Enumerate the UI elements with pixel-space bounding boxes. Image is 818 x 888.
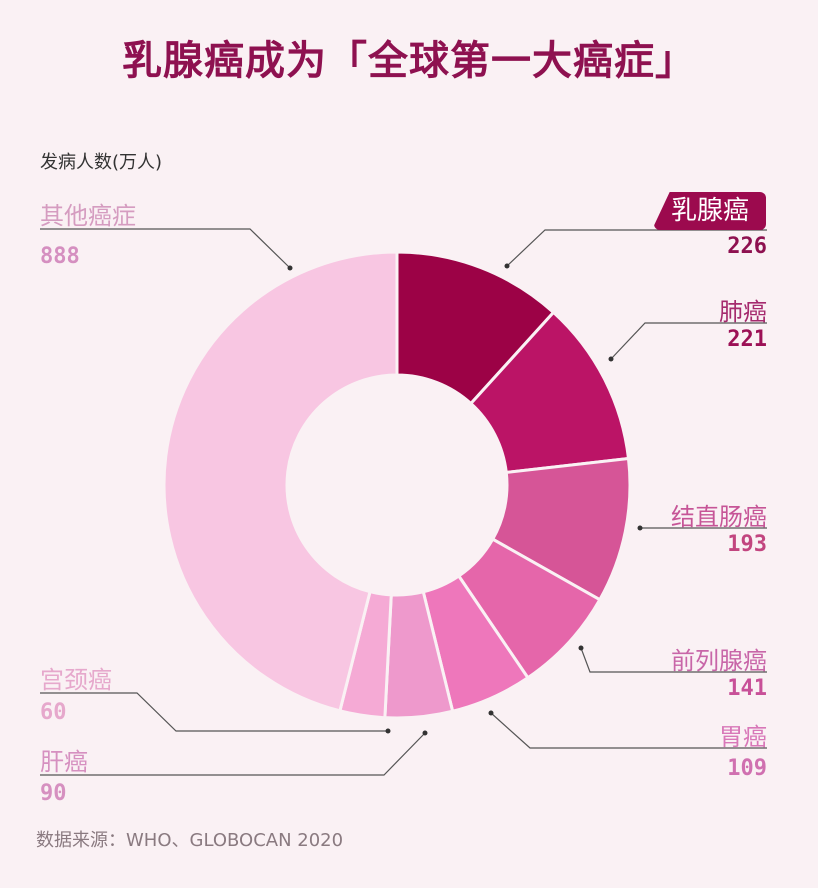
- value-prostate: 141: [727, 676, 767, 701]
- label-liver: 肝癌: [40, 748, 88, 776]
- value-cervical: 60: [40, 700, 67, 725]
- source-note: 数据来源：WHO、GLOBOCAN 2020: [36, 830, 344, 851]
- label-breast-badge: 乳腺癌: [654, 192, 766, 230]
- chart-title: 乳腺癌成为「全球第一大癌症」: [122, 38, 696, 84]
- value-colorectal: 193: [727, 532, 767, 557]
- unit-label: 发病人数(万人): [40, 152, 163, 173]
- donut-slice-7: [162, 250, 399, 713]
- leader-lines: [40, 228, 767, 776]
- label-colorectal: 结直肠癌: [671, 503, 767, 531]
- value-lung: 221: [727, 327, 767, 352]
- label-prostate: 前列腺癌: [671, 647, 767, 675]
- value-liver: 90: [40, 781, 67, 806]
- label-lung: 肺癌: [719, 298, 767, 326]
- value-stomach: 109: [727, 756, 767, 781]
- value-breast: 226: [727, 234, 767, 259]
- value-other: 888: [40, 244, 80, 269]
- label-other: 其他癌症: [40, 202, 136, 230]
- label-cervical: 宫颈癌: [40, 666, 112, 694]
- label-stomach: 胃癌: [719, 723, 767, 751]
